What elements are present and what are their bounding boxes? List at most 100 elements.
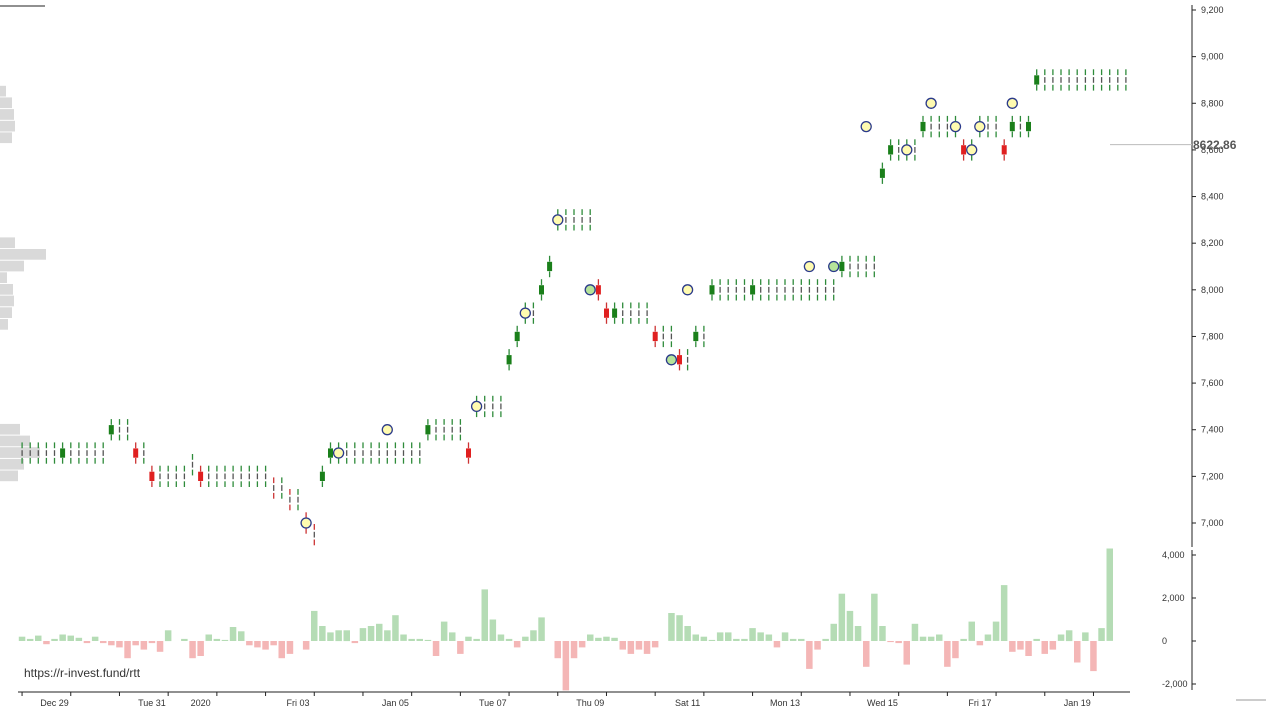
volume-bar — [513, 641, 521, 648]
volume-bar — [140, 641, 148, 650]
volume-bar — [132, 641, 139, 646]
volume-bar — [781, 632, 789, 641]
volume-bar — [838, 593, 846, 641]
pnf-column — [506, 349, 512, 371]
chart-axes: 7,000 7,200 7,400 7,600 7,800 8,000 8,200 8,400… — [0, 5, 1266, 708]
pnf-column — [693, 325, 699, 348]
signal-marker — [584, 284, 596, 296]
volume-bar — [376, 623, 383, 641]
volume-profile-bar — [0, 132, 12, 144]
pnf-box — [198, 471, 204, 481]
volume-bar — [197, 641, 204, 656]
pnf-column — [879, 162, 885, 184]
volume-profile-bar — [0, 435, 30, 447]
pnf-column — [60, 442, 66, 464]
volume-bar — [903, 641, 910, 665]
pnf-column — [108, 419, 114, 441]
signal-marker — [925, 97, 937, 109]
volume-bar — [530, 630, 537, 642]
price-tick-label: 8,800 — [1201, 98, 1224, 108]
pnf-column — [133, 442, 139, 464]
volume-bar — [302, 641, 310, 650]
volume-profile-bar — [0, 260, 24, 272]
pnf-column — [612, 302, 618, 324]
volume-bar — [716, 632, 724, 641]
volume-bar — [919, 636, 927, 641]
pnf-column — [604, 302, 609, 324]
volume-bar — [1009, 641, 1016, 652]
pnf-column — [539, 279, 544, 301]
volume-bar — [91, 636, 99, 641]
volume-bar — [757, 632, 764, 641]
volume-bar — [1090, 641, 1097, 672]
pnf-box — [612, 308, 618, 318]
volume-bar — [148, 641, 156, 644]
time-tick-label: Wed 15 — [867, 698, 898, 708]
volume-bar — [773, 641, 781, 648]
pnf-column — [1026, 115, 1031, 138]
volume-bar — [75, 637, 83, 641]
signal-marker — [974, 120, 986, 133]
price-tick-label: 7,600 — [1201, 378, 1224, 388]
volume-bar — [124, 641, 131, 659]
pnf-box — [693, 331, 699, 342]
volume-bar — [595, 637, 602, 641]
volume-bar — [489, 619, 497, 641]
volume-bar — [221, 639, 229, 641]
pnf-column — [595, 279, 601, 301]
pnf-box — [547, 261, 553, 272]
pnf-column — [514, 325, 520, 348]
volume-bar — [392, 615, 399, 641]
volume-bar — [367, 626, 375, 641]
volume-bar — [635, 641, 643, 650]
pnf-box — [319, 471, 325, 481]
pnf-box — [604, 308, 609, 318]
pnf-box — [466, 448, 471, 458]
pnf-box — [709, 285, 715, 295]
volume-bar — [457, 641, 464, 654]
volume-bar — [854, 626, 862, 641]
volume-bar — [871, 593, 878, 641]
volume-bar — [1017, 641, 1024, 650]
volume-bar — [59, 634, 66, 641]
volume-bar — [619, 641, 626, 650]
pnf-box — [677, 355, 682, 365]
volume-bar — [246, 641, 253, 646]
volume-bar — [473, 638, 480, 641]
volume-bar — [936, 634, 943, 641]
volume-bar — [708, 639, 716, 641]
last-price-label: 8622.86 — [1193, 138, 1237, 152]
pnf-column — [1034, 69, 1040, 91]
volume-bar — [335, 630, 342, 642]
time-tick-label: Tue 07 — [479, 698, 507, 708]
volume-bar — [789, 638, 797, 641]
volume-bar — [465, 636, 472, 641]
pnf-column — [466, 442, 471, 464]
volume-bar — [351, 641, 359, 644]
volume-bar — [18, 636, 26, 641]
volume-bar — [846, 610, 854, 641]
volume-bar — [254, 641, 261, 648]
pnf-box — [1001, 145, 1007, 155]
volume-bar — [562, 641, 570, 691]
volume-bar — [830, 623, 837, 641]
volume-bar — [262, 641, 269, 650]
volume-bar — [578, 641, 586, 648]
volume-bar — [749, 628, 756, 641]
time-tick-label: Fri 17 — [968, 698, 991, 708]
signal-marker — [300, 517, 312, 529]
pnf-box — [888, 145, 894, 155]
time-tick-label: Fri 03 — [287, 698, 310, 708]
volume-bar — [952, 641, 959, 659]
time-tick-label: Jan 05 — [382, 698, 409, 708]
pnf-column — [149, 465, 155, 487]
volume-bar — [1106, 548, 1113, 641]
pnf-column — [1001, 139, 1007, 161]
volume-bar — [587, 634, 594, 641]
volume-bar — [359, 628, 367, 641]
volume-bar — [270, 641, 277, 646]
price-tick-label: 9,000 — [1201, 52, 1224, 62]
pnf-column — [328, 442, 333, 464]
volume-bar — [156, 641, 164, 652]
